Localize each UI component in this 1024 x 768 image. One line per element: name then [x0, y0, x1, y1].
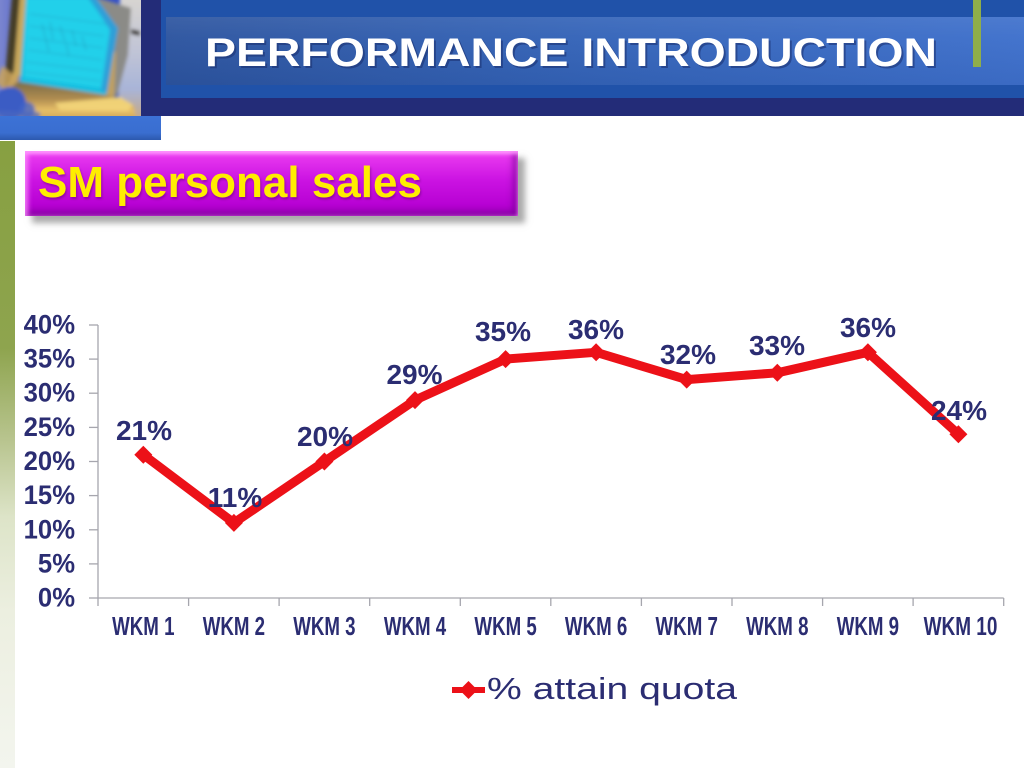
svg-text:20%: 20% — [24, 445, 75, 476]
svg-text:WKM 10: WKM 10 — [924, 611, 998, 641]
svg-text:WKM 7: WKM 7 — [656, 611, 718, 641]
svg-text:30%: 30% — [24, 377, 75, 408]
svg-text:25%: 25% — [24, 411, 75, 442]
svg-text:WKM 3: WKM 3 — [293, 611, 355, 641]
svg-text:WKM 2: WKM 2 — [203, 611, 265, 641]
svg-text:40%: 40% — [24, 309, 75, 340]
svg-text:WKM 4: WKM 4 — [384, 611, 447, 641]
svg-text:PERFORMANCE INTRODUCTION: PERFORMANCE INTRODUCTION — [207, 33, 939, 77]
svg-text:32%: 32% — [660, 339, 716, 370]
svg-text:35%: 35% — [475, 316, 531, 347]
svg-text:15%: 15% — [24, 479, 75, 510]
svg-text:36%: 36% — [840, 312, 896, 343]
svg-text:WKM 1: WKM 1 — [112, 611, 174, 641]
svg-text:WKM 6: WKM 6 — [565, 611, 627, 641]
svg-text:11%: 11% — [208, 482, 263, 513]
svg-text:36%: 36% — [568, 314, 624, 345]
svg-text:0%: 0% — [38, 582, 75, 613]
svg-text:10%: 10% — [24, 514, 75, 545]
svg-text:20%: 20% — [297, 421, 353, 452]
svg-text:35%: 35% — [24, 343, 75, 374]
svg-text:24%: 24% — [931, 395, 987, 426]
svg-text:33%: 33% — [749, 330, 805, 361]
svg-text:WKM 8: WKM 8 — [746, 611, 808, 641]
svg-text:WKM 5: WKM 5 — [474, 611, 536, 641]
svg-text:PERFORMANCE INTRODUCTION: PERFORMANCE INTRODUCTION — [205, 31, 937, 75]
svg-text:% attain quota: % attain quota — [487, 671, 738, 706]
svg-text:5%: 5% — [38, 548, 75, 579]
svg-text:29%: 29% — [386, 359, 442, 390]
svg-text:21%: 21% — [116, 415, 172, 446]
svg-text:WKM 9: WKM 9 — [837, 611, 899, 641]
